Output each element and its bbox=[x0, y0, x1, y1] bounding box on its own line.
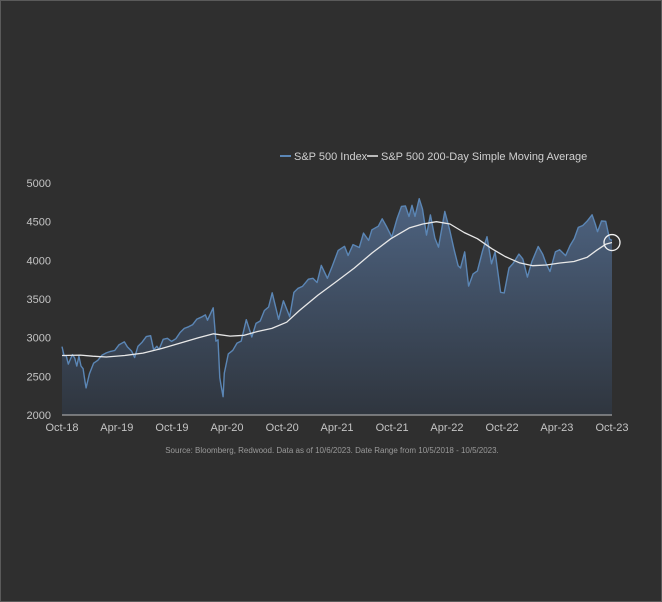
sp500-line bbox=[61, 198, 613, 398]
x-tick-label: Oct-18 bbox=[45, 422, 78, 434]
x-tick-label: Apr-22 bbox=[430, 422, 463, 434]
x-tick-label: Apr-23 bbox=[540, 422, 573, 434]
x-tick-label: Oct-21 bbox=[376, 422, 409, 434]
x-tick-label: Apr-21 bbox=[320, 422, 353, 434]
plot-area bbox=[61, 198, 621, 415]
x-tick-label: Apr-19 bbox=[100, 422, 133, 434]
legend-label-sma: S&P 500 200-Day Simple Moving Average bbox=[381, 151, 587, 163]
y-tick-label: 5000 bbox=[27, 178, 51, 190]
x-tick-label: Oct-22 bbox=[486, 422, 519, 434]
y-tick-label: 4500 bbox=[27, 217, 51, 229]
y-tick-label: 4000 bbox=[27, 255, 51, 267]
source-note: Source: Bloomberg, Redwood. Data as of 1… bbox=[165, 446, 499, 455]
x-tick-label: Oct-19 bbox=[155, 422, 188, 434]
y-tick-label: 2000 bbox=[27, 410, 51, 422]
legend-label-sp500: S&P 500 Index bbox=[294, 151, 368, 163]
legend: S&P 500 Index S&P 500 200-Day Simple Mov… bbox=[280, 151, 587, 163]
y-axis: 2000 2500 3000 3500 4000 4500 5000 bbox=[27, 178, 51, 422]
y-tick-label: 2500 bbox=[27, 371, 51, 383]
sma-line bbox=[61, 221, 613, 358]
x-tick-label: Apr-20 bbox=[211, 422, 244, 434]
y-tick-label: 3000 bbox=[27, 333, 51, 345]
x-tick-label: Oct-20 bbox=[266, 422, 299, 434]
highlight-circle bbox=[603, 233, 621, 252]
y-tick-label: 3500 bbox=[27, 294, 51, 306]
sp500-area bbox=[62, 198, 612, 415]
x-axis: Oct-18 Apr-19 Oct-19 Apr-20 Oct-20 Apr-21 Oct-… bbox=[45, 422, 628, 434]
x-tick-label: Oct-23 bbox=[595, 422, 628, 434]
